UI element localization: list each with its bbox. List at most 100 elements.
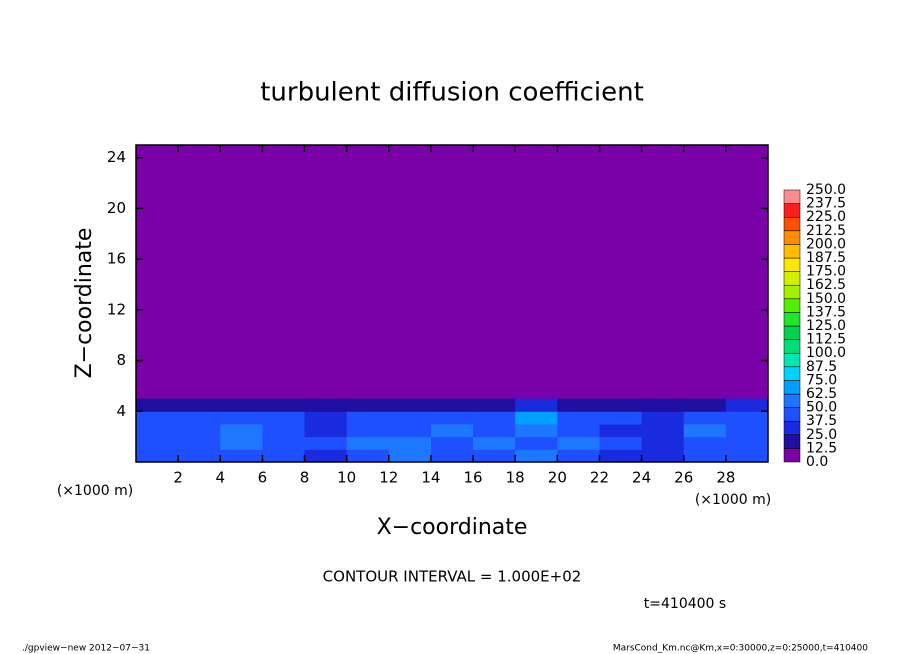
field-cell — [599, 423, 643, 438]
y-tick-label: 8 — [116, 351, 126, 369]
x-tick-label: 16 — [464, 469, 483, 487]
colorbar-label: 200.0 — [806, 236, 846, 252]
x-tick-label: 20 — [548, 469, 567, 487]
colorbar-label: 125.0 — [806, 318, 846, 334]
x-tick-label: 24 — [632, 469, 651, 487]
field-cell — [346, 436, 390, 450]
field-cell — [178, 411, 221, 425]
colorbar-swatch — [783, 244, 801, 259]
y-tick-label: 16 — [107, 250, 126, 268]
x-tick-label: 4 — [215, 469, 225, 487]
contour-interval: CONTOUR INTERVAL = 1.000E+02 — [323, 568, 582, 586]
colorbar-swatch — [783, 352, 801, 368]
field-cell — [304, 411, 348, 425]
field-cell — [515, 411, 558, 425]
colorbar-label: 175.0 — [806, 264, 846, 280]
field-cell — [683, 398, 727, 412]
x-axis-label: X−coordinate — [377, 515, 528, 540]
y-tick-label: 4 — [116, 402, 126, 420]
colorbar-swatch — [783, 216, 801, 232]
field-cell — [136, 423, 179, 438]
y-tick-label: 24 — [107, 148, 126, 166]
field-cell — [599, 436, 643, 450]
x-tick-label: 28 — [716, 469, 735, 487]
field-cell — [557, 411, 600, 425]
field-cell — [725, 411, 769, 425]
field-cell — [178, 449, 221, 463]
field-cell — [515, 449, 558, 463]
chart-title: turbulent diffusion coefficient — [260, 78, 644, 108]
colorbar-label: 212.5 — [806, 223, 846, 239]
field-cell — [220, 411, 263, 425]
field-cell — [683, 436, 727, 450]
colorbar-label: 62.5 — [806, 386, 837, 402]
field-cell — [557, 436, 600, 450]
x-tick-label: 14 — [421, 469, 440, 487]
field-cell — [178, 436, 221, 450]
field-cell — [262, 423, 306, 438]
colorbar-swatch — [783, 203, 801, 218]
field-cell — [641, 423, 685, 438]
field-cell — [641, 436, 685, 450]
field-cell — [473, 411, 516, 425]
y-tick-label: 20 — [107, 199, 126, 217]
colorbar-swatch — [783, 380, 801, 395]
colorbar-swatch — [783, 271, 801, 286]
field-cell — [725, 436, 769, 450]
x-tick-label: 2 — [173, 469, 183, 487]
field-cell — [136, 411, 179, 425]
y-tick-label: 12 — [107, 300, 126, 318]
field-cell — [220, 449, 263, 463]
field-cell — [557, 423, 600, 438]
colorbar-swatch — [783, 339, 801, 354]
field-cell — [388, 449, 432, 463]
x-tick-label: 12 — [379, 469, 398, 487]
colorbar-swatch — [783, 312, 801, 327]
field-cell — [557, 449, 600, 463]
field-cell — [515, 398, 558, 412]
colorbar-swatch — [783, 407, 801, 422]
colorbar-label: 0.0 — [806, 454, 828, 470]
field-cell — [388, 411, 432, 425]
field-cell — [430, 411, 474, 425]
plot-frame — [135, 144, 769, 463]
colorbar-label: 112.5 — [806, 332, 846, 348]
field-cell — [262, 398, 306, 412]
colorbar-label: 187.5 — [806, 250, 846, 266]
x-tick-label: 26 — [674, 469, 693, 487]
field-cell — [220, 398, 263, 412]
colorbar-swatch — [783, 257, 801, 272]
colorbar-label: 225.0 — [806, 209, 846, 225]
field-cell — [430, 398, 474, 412]
field-cell — [262, 411, 306, 425]
colorbar-label: 75.0 — [806, 372, 837, 388]
x-unit-label: (×1000 m) — [57, 483, 133, 499]
colorbar-swatch — [783, 448, 801, 463]
colorbar-swatch — [783, 284, 801, 300]
colorbar-swatch — [783, 230, 801, 245]
colorbar-swatch — [783, 393, 801, 408]
field-cell — [304, 449, 348, 463]
field-cell — [473, 423, 516, 438]
field-cell — [430, 423, 474, 438]
field-cell — [304, 398, 348, 412]
field-cell — [430, 449, 474, 463]
colorbar-label: 37.5 — [806, 413, 837, 429]
field-cell — [262, 436, 306, 450]
field-cell — [725, 449, 769, 463]
time-label: t=410400 s — [644, 596, 726, 612]
footer-left: ./gpview−new 2012−07−31 — [22, 644, 150, 654]
field-cell — [220, 436, 263, 450]
field-cell — [599, 411, 643, 425]
field-cell — [136, 436, 179, 450]
field-cell — [178, 398, 221, 412]
field-cell — [515, 436, 558, 450]
colorbar-swatch — [783, 325, 801, 340]
colorbar-label: 162.5 — [806, 277, 846, 293]
colorbar-label: 25.0 — [806, 427, 837, 443]
field-cell — [641, 449, 685, 463]
field-cell — [683, 411, 727, 425]
colorbar-swatch — [783, 366, 801, 381]
y-axis-label: Z−coordinate — [72, 228, 97, 379]
